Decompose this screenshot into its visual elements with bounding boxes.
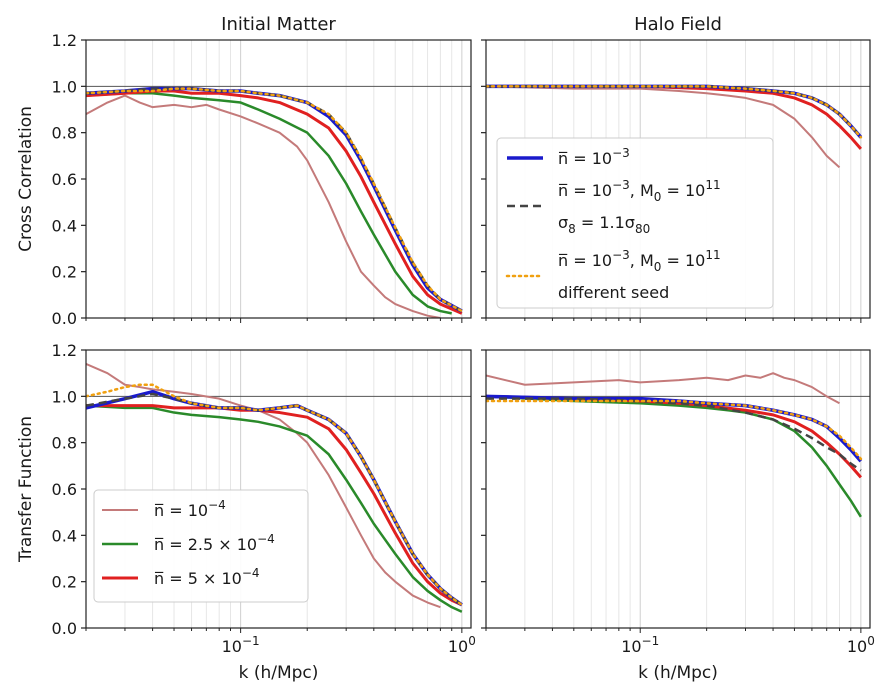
grid xyxy=(85,40,463,318)
y-tick-label: 0.0 xyxy=(52,309,77,328)
panel-title: Halo Field xyxy=(634,14,722,35)
series-line-n1e-3-seed xyxy=(486,399,863,461)
x-axis-label: k (h/Mpc) xyxy=(638,663,718,683)
series-line-n5e-4 xyxy=(86,89,463,315)
series-line-n5e-4 xyxy=(486,394,863,479)
series-line-n2.5e-4 xyxy=(86,404,463,613)
series-line-n1e-3 xyxy=(86,86,463,313)
series-line-n2.5e-4 xyxy=(486,395,862,518)
series-group xyxy=(486,372,863,518)
legend-box xyxy=(93,489,309,603)
legend-label: n̅ = 10−3, M0 = 1011 xyxy=(558,178,721,204)
series-line-n1e-3-seed xyxy=(486,85,863,139)
legend-label: n̅ = 2.5 × 10−4 xyxy=(154,532,275,554)
y-tick-label: 0.6 xyxy=(52,170,77,189)
legend-label: n̅ = 5 × 10−4 xyxy=(154,566,260,588)
y-tick-label: 0.4 xyxy=(52,526,77,545)
x-axis-label: k (h/Mpc) xyxy=(239,663,319,683)
series-line-n1e-3-M0 xyxy=(486,397,862,472)
grid xyxy=(485,350,862,628)
series-line-n1e-4 xyxy=(486,85,841,169)
y-tick-label: 0.0 xyxy=(52,619,77,638)
series-group xyxy=(86,86,464,318)
y-tick-label: 1.2 xyxy=(52,31,77,50)
y-tick-label: 0.2 xyxy=(52,263,77,282)
y-tick-label: 0.2 xyxy=(52,573,77,592)
legend-label: n̅ = 10−3 xyxy=(558,146,630,168)
series-line-n1e-4 xyxy=(86,362,441,609)
series-line-n1e-4 xyxy=(486,372,840,405)
legend-top-right: n̅ = 10−3 n̅ = 10−3, M0 = 1011 σ8 = 1.1σ80… xyxy=(496,137,774,309)
y-tick-label: 0.6 xyxy=(52,480,77,499)
series-line-n1e-3-seed xyxy=(86,383,464,607)
x-tick-label: 10−1 xyxy=(621,634,659,656)
panel-top-left: 0.0 0.2 0.4 0.6 0.8 1.0 1.2 Initial Matter Cross… xyxy=(16,14,472,328)
series-line-n5e-4 xyxy=(86,404,463,607)
y-tick-label: 0.8 xyxy=(52,434,77,453)
series-line-n1e-3-M0 xyxy=(86,87,463,313)
x-tick-label: 10−1 xyxy=(222,634,260,656)
y-axis-label: Cross Correlation xyxy=(16,106,36,252)
y-tick-label: 0.4 xyxy=(52,216,77,235)
legend-label: n̅ = 10−4 xyxy=(154,498,226,520)
y-tick-label: 1.0 xyxy=(52,387,77,406)
panel-bottom-right: 10−1 100 k (h/Mpc) xyxy=(481,349,875,683)
x-tick-label: 100 xyxy=(847,634,875,656)
panel-title: Initial Matter xyxy=(221,14,336,35)
legend-bottom-left: n̅ = 10−4 n̅ = 2.5 × 10−4 n̅ = 5 × 10−4 xyxy=(93,489,309,603)
series-group xyxy=(86,362,464,613)
legend-label: σ8 = 1.1σ80 xyxy=(558,213,650,236)
series-line-n2.5e-4 xyxy=(86,92,452,315)
legend-box xyxy=(496,137,774,309)
series-group xyxy=(486,84,863,169)
legend-label: n̅ = 10−3, M0 = 1011 xyxy=(558,248,721,274)
y-tick-label: 1.2 xyxy=(52,341,77,360)
x-tick-label: 100 xyxy=(448,634,476,656)
series-line-n1e-4 xyxy=(86,94,441,318)
y-axis-label: Transfer Function xyxy=(16,416,36,563)
legend-label: different seed xyxy=(558,283,669,302)
series-line-n1e-3-seed xyxy=(86,87,464,313)
y-tick-label: 1.0 xyxy=(52,77,77,96)
y-tick-label: 0.8 xyxy=(52,124,77,143)
